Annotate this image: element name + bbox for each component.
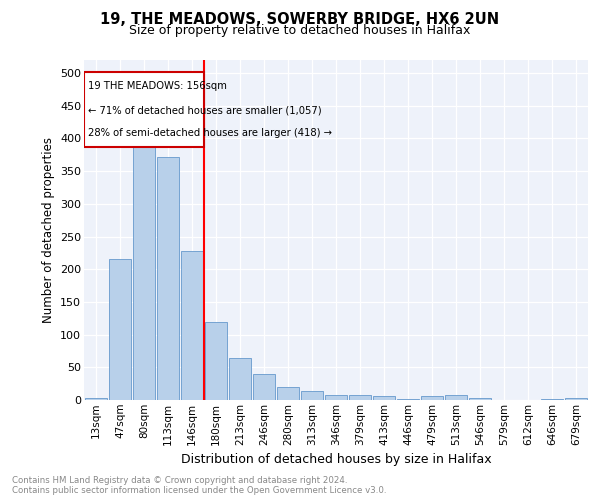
Bar bbox=[229, 358, 251, 400]
Bar bbox=[469, 398, 491, 400]
Text: Contains HM Land Registry data © Crown copyright and database right 2024.
Contai: Contains HM Land Registry data © Crown c… bbox=[12, 476, 386, 495]
Text: ← 71% of detached houses are smaller (1,057): ← 71% of detached houses are smaller (1,… bbox=[88, 106, 321, 116]
Text: 28% of semi-detached houses are larger (418) →: 28% of semi-detached houses are larger (… bbox=[88, 128, 332, 138]
Bar bbox=[325, 395, 347, 400]
Bar bbox=[157, 157, 179, 400]
Bar bbox=[349, 396, 371, 400]
Bar bbox=[445, 395, 467, 400]
Text: Size of property relative to detached houses in Halifax: Size of property relative to detached ho… bbox=[130, 24, 470, 37]
Bar bbox=[85, 398, 107, 400]
X-axis label: Distribution of detached houses by size in Halifax: Distribution of detached houses by size … bbox=[181, 453, 491, 466]
Bar bbox=[253, 374, 275, 400]
Bar bbox=[565, 398, 587, 400]
Y-axis label: Number of detached properties: Number of detached properties bbox=[41, 137, 55, 323]
Text: 19 THE MEADOWS: 156sqm: 19 THE MEADOWS: 156sqm bbox=[88, 81, 226, 91]
Bar bbox=[301, 391, 323, 400]
Bar bbox=[109, 260, 131, 400]
Bar bbox=[373, 396, 395, 400]
Bar bbox=[133, 136, 155, 400]
FancyBboxPatch shape bbox=[84, 72, 204, 146]
Bar bbox=[181, 251, 203, 400]
Bar bbox=[205, 322, 227, 400]
Bar bbox=[277, 387, 299, 400]
Bar bbox=[421, 396, 443, 400]
Text: 19, THE MEADOWS, SOWERBY BRIDGE, HX6 2UN: 19, THE MEADOWS, SOWERBY BRIDGE, HX6 2UN bbox=[100, 12, 500, 28]
